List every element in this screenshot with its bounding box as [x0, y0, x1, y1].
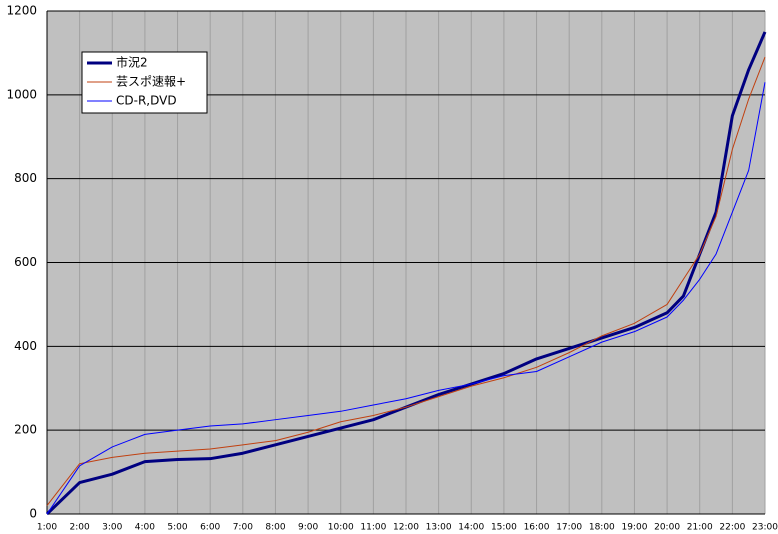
x-tick-label: 18:00	[589, 523, 615, 533]
x-tick-label: 4:00	[135, 523, 155, 533]
x-tick-label: 23:00	[752, 523, 778, 533]
x-tick-label: 9:00	[298, 523, 318, 533]
legend-label: 芸スポ速報+	[116, 75, 186, 89]
x-tick-label: 21:00	[687, 523, 713, 533]
x-tick-label: 15:00	[491, 523, 517, 533]
legend-label: 市況2	[116, 55, 148, 70]
series-line	[45, 31, 767, 516]
x-tick-label: 7:00	[233, 523, 253, 533]
legend-label: CD-R,DVD	[116, 94, 177, 108]
x-tick-label: 16:00	[524, 523, 550, 533]
x-tick-label: 8:00	[265, 523, 285, 533]
y-tick-label: 400	[14, 339, 37, 353]
series-line	[46, 82, 766, 515]
x-tick-label: 1:00	[37, 523, 57, 533]
x-tick-label: 22:00	[719, 523, 745, 533]
y-tick-label: 1200	[6, 4, 37, 18]
x-tick-label: 3:00	[102, 523, 122, 533]
x-tick-label: 2:00	[70, 523, 90, 533]
x-tick-label: 11:00	[360, 523, 386, 533]
x-tick-label: 5:00	[167, 523, 187, 533]
series-line	[46, 56, 766, 506]
y-tick-label: 1000	[6, 87, 37, 101]
x-tick-label: 20:00	[654, 523, 680, 533]
y-tick-label: 0	[29, 507, 37, 521]
y-tick-label: 200	[14, 423, 37, 437]
x-tick-label: 10:00	[328, 523, 354, 533]
x-tick-label: 13:00	[426, 523, 452, 533]
x-tick-label: 14:00	[458, 523, 484, 533]
x-tick-label: 19:00	[621, 523, 647, 533]
x-tick-label: 12:00	[393, 523, 419, 533]
x-tick-label: 6:00	[200, 523, 220, 533]
y-tick-label: 600	[14, 255, 37, 269]
x-tick-label: 17:00	[556, 523, 582, 533]
y-tick-label: 800	[14, 171, 37, 185]
